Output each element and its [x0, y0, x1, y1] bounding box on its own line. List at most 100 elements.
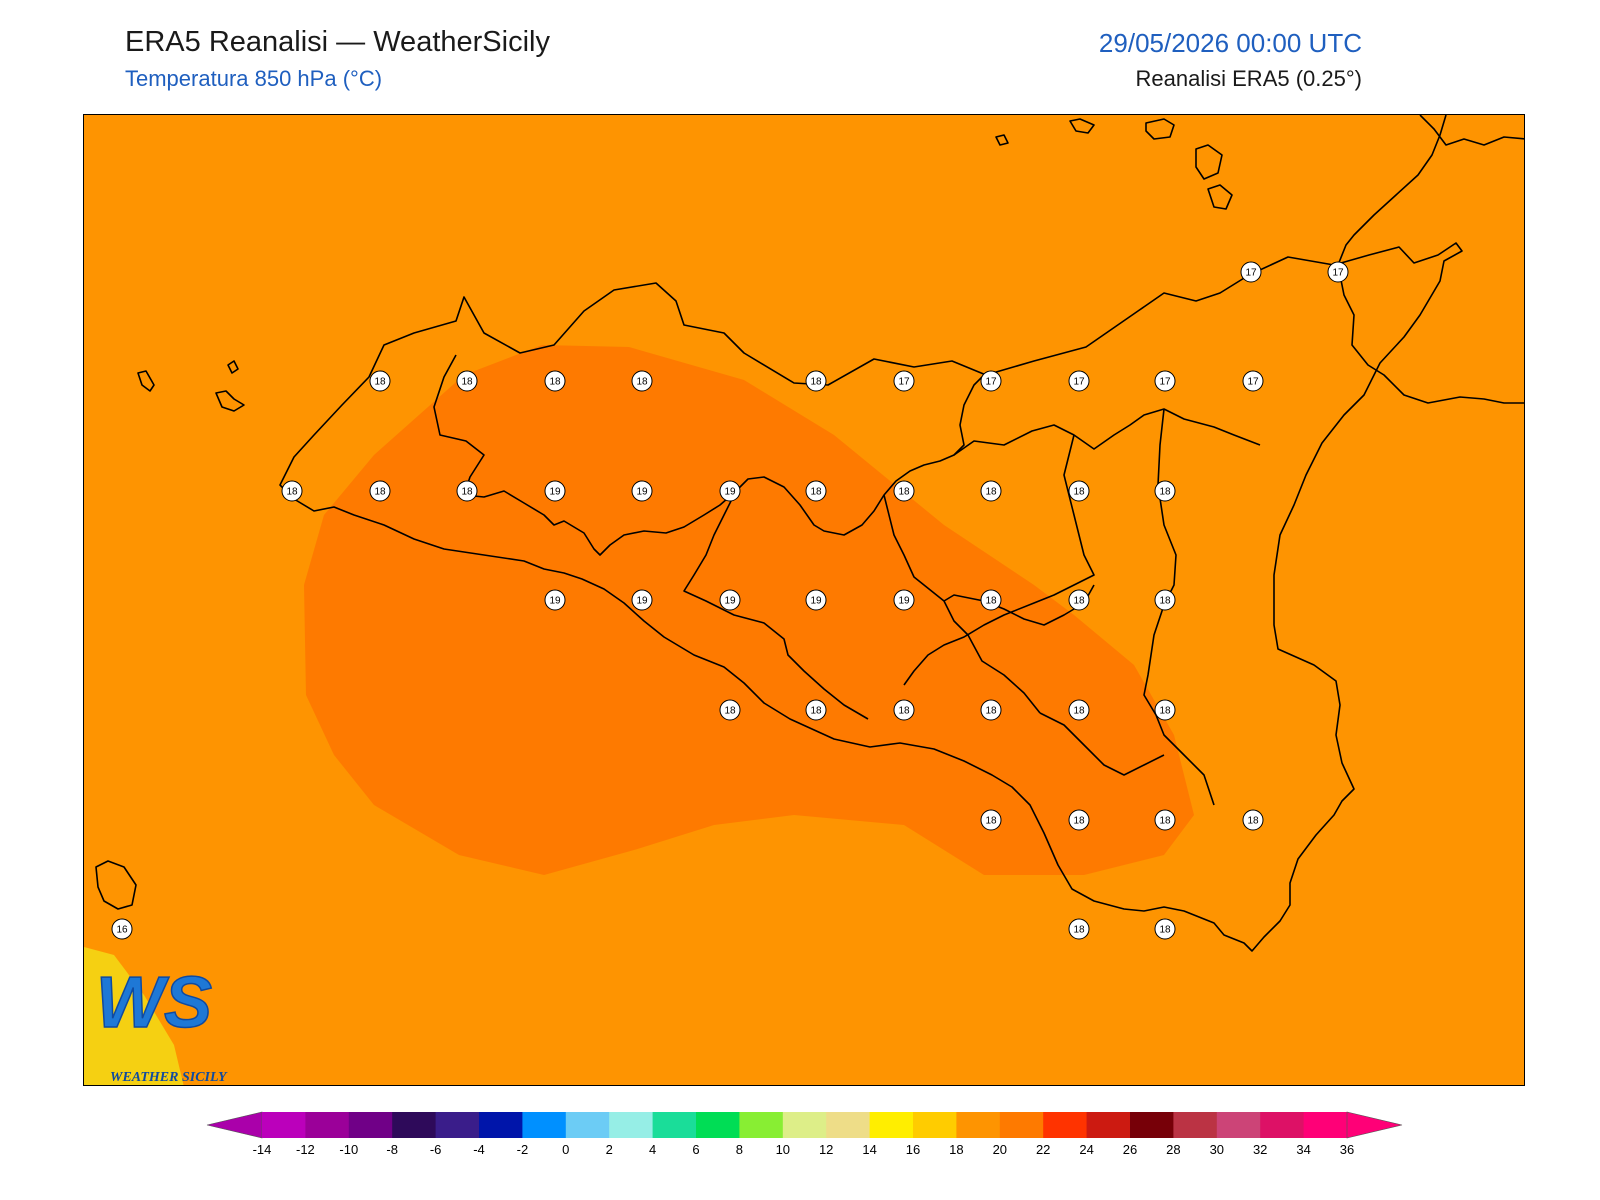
station-marker: 18: [805, 699, 827, 721]
station-value: 16: [116, 925, 128, 936]
station-value: 18: [1073, 487, 1085, 498]
station-marker: 17: [1154, 370, 1176, 392]
map-canvas: 17 17 18 18 18 18 18 17 17 17 17 17 18 18 18 19 19 19 18 18…: [84, 115, 1524, 1085]
station-circle: [1154, 699, 1176, 721]
colorbar-segments: [206, 1111, 1403, 1139]
colorbar-segment: [609, 1112, 654, 1138]
station-circle: [805, 370, 827, 392]
station-value: 18: [1073, 596, 1085, 607]
station-value: 19: [549, 596, 561, 607]
station-value: 17: [1159, 377, 1171, 388]
station-value: 18: [1247, 816, 1259, 827]
station-value: 18: [1073, 925, 1085, 936]
station-value: 18: [549, 377, 561, 388]
station-value: 17: [1247, 377, 1259, 388]
station-circle: [1240, 261, 1262, 283]
station-value: 19: [898, 596, 910, 607]
station-marker: 19: [719, 480, 741, 502]
station-circle: [631, 370, 653, 392]
station-marker: 18: [893, 480, 915, 502]
colorbar-segment: [1086, 1112, 1131, 1138]
station-marker: 18: [980, 589, 1002, 611]
station-value: 17: [985, 377, 997, 388]
calabria-coastline: [1337, 115, 1524, 404]
island-alicudi: [995, 134, 1009, 146]
station-marker: 18: [1154, 589, 1176, 611]
colorbar-segment: [1260, 1112, 1305, 1138]
station-marker: 18: [980, 480, 1002, 502]
station-value: 18: [374, 377, 386, 388]
station-marker: 19: [805, 589, 827, 611]
station-marker: 17: [1327, 261, 1349, 283]
station-marker: 18: [1154, 699, 1176, 721]
colorbar-segment: [1043, 1112, 1088, 1138]
station-marker: 18: [805, 370, 827, 392]
colorbar-tick-label: 28: [1166, 1142, 1180, 1157]
station-circle: [544, 370, 566, 392]
station-circle: [893, 480, 915, 502]
colorbar-tick-label: 8: [736, 1142, 743, 1157]
station-value: 18: [636, 377, 648, 388]
station-circle: [544, 589, 566, 611]
island-egadi-2: [215, 390, 245, 412]
station-markers: 17 17 18 18 18 18 18 17 17 17 17 17 18 18 18 19 19 19 18 18…: [111, 261, 1349, 940]
colorbar-tick-label: -6: [430, 1142, 442, 1157]
province-boundary: [953, 408, 1261, 456]
colorbar-segment: [479, 1112, 523, 1138]
station-circle: [369, 480, 391, 502]
colorbar-tick-label: -14: [253, 1142, 272, 1157]
station-marker: 18: [1154, 480, 1176, 502]
temperature-map: 17 17 18 18 18 18 18 17 17 17 17 17 18 18 18 19 19 19 18 18…: [83, 114, 1525, 1086]
station-value: 19: [636, 596, 648, 607]
map-subtitle: Temperatura 850 hPa (°C): [125, 66, 383, 91]
station-marker: 18: [719, 699, 741, 721]
station-marker: 17: [1068, 370, 1090, 392]
colorbar-tick-label: 22: [1036, 1142, 1050, 1157]
colorbar-segment: [565, 1112, 610, 1138]
station-value: 18: [461, 377, 473, 388]
station-circle: [1068, 370, 1090, 392]
colorbar-tick-label: 32: [1253, 1142, 1267, 1157]
station-marker: 18: [980, 809, 1002, 831]
colorbar-tick-label: 30: [1210, 1142, 1224, 1157]
logo-letters: WS: [96, 963, 212, 1043]
station-value: 19: [636, 487, 648, 498]
data-source: Reanalisi ERA5 (0.25°): [1135, 66, 1362, 91]
station-marker: 18: [1242, 809, 1264, 831]
station-circle: [1154, 809, 1176, 831]
colorbar-tick-label: -10: [339, 1142, 358, 1157]
station-marker: 18: [1154, 918, 1176, 940]
station-marker: 17: [1242, 370, 1264, 392]
island-lipari-3: [1195, 144, 1223, 180]
station-marker: 17: [980, 370, 1002, 392]
station-marker: 19: [544, 589, 566, 611]
colorbar-under-arrow: [206, 1111, 263, 1139]
station-value: 19: [549, 487, 561, 498]
colorbar-segment: [913, 1112, 957, 1138]
station-marker: 18: [1068, 589, 1090, 611]
station-value: 18: [1073, 706, 1085, 717]
station-circle: [1154, 480, 1176, 502]
island-lipari-1: [1069, 118, 1095, 134]
station-marker: 18: [281, 480, 303, 502]
colorbar-over-arrow: [1346, 1111, 1403, 1139]
colorbar-tick-label: 10: [776, 1142, 790, 1157]
station-marker: 18: [631, 370, 653, 392]
colorbar-segment: [522, 1112, 567, 1138]
island-lipari-2: [1145, 118, 1175, 140]
colorbar-tick-label: 2: [606, 1142, 613, 1157]
station-circle: [1068, 699, 1090, 721]
station-circle: [456, 370, 478, 392]
colorbar-tick-label: 26: [1123, 1142, 1137, 1157]
colorbar-tick-label: 6: [692, 1142, 699, 1157]
station-marker: 17: [893, 370, 915, 392]
station-value: 18: [898, 706, 910, 717]
colorbar-segment: [956, 1112, 1001, 1138]
station-circle: [544, 480, 566, 502]
station-value: 18: [810, 487, 822, 498]
colorbar-segment: [435, 1112, 480, 1138]
colorbar-segment: [1303, 1112, 1348, 1138]
station-marker: 18: [369, 370, 391, 392]
province-boundary: [683, 490, 869, 720]
station-circle: [111, 918, 133, 940]
